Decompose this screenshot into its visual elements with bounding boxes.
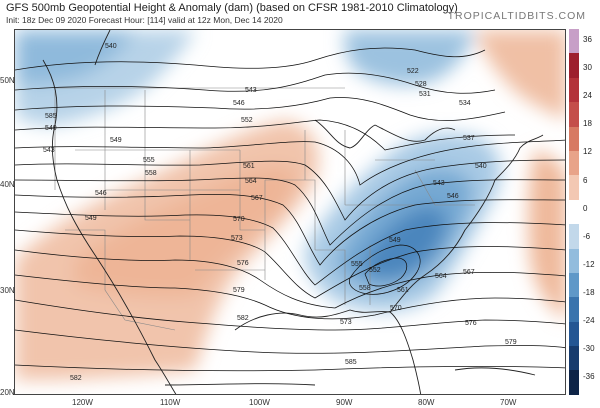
colorbar-swatch	[569, 346, 579, 371]
map-canvas: 540 543 546 549 552 555 558 561 564 567 …	[15, 30, 565, 394]
contour-label: 570	[233, 216, 245, 223]
colorbar-swatch	[569, 297, 579, 322]
colorbar-tick: 36	[583, 35, 592, 44]
colorbar-tick: 6	[583, 176, 588, 185]
colorbar-tick: 0	[583, 204, 588, 213]
lon-label-100w: 100W	[249, 398, 270, 407]
colorbar-tick: -24	[583, 316, 595, 325]
contour-label: 540	[45, 125, 57, 132]
map-panel[interactable]: 540 543 546 549 552 555 558 561 564 567 …	[14, 29, 566, 395]
colorbar-swatch	[569, 126, 579, 151]
map-subtitle: Init: 18z Dec 09 2020 Forecast Hour: [11…	[6, 15, 283, 25]
contour-label: 549	[110, 137, 122, 144]
brand-watermark: TROPICALTIDBITS.COM	[447, 10, 586, 22]
contour-label: 576	[465, 320, 477, 327]
colorbar-swatch	[569, 321, 579, 347]
contour-label: 585	[345, 359, 357, 366]
colorbar-swatch	[569, 102, 579, 127]
map-title: GFS 500mb Geopotential Height & Anomaly …	[6, 2, 458, 14]
lon-label-110w: 110W	[160, 398, 181, 407]
lon-label-120w: 120W	[72, 398, 93, 407]
contour-label: 552	[241, 117, 253, 124]
contour-label: 555	[351, 261, 363, 268]
contour-label-group: 540 543 546 549 552 555 558 561 564 567 …	[43, 43, 517, 382]
colorbar-tick: 30	[583, 63, 592, 72]
lon-label-70w: 70W	[500, 398, 517, 407]
contour-label: 573	[340, 319, 352, 326]
colorbar-tick: 12	[583, 147, 592, 156]
contour-label: 546	[95, 190, 107, 197]
contour-label: 558	[145, 170, 157, 177]
colorbar-tick: 18	[583, 119, 592, 128]
lon-label-90w: 90W	[336, 398, 353, 407]
contour-label: 528	[415, 81, 427, 88]
colorbar	[569, 29, 579, 395]
contour-label: 549	[389, 237, 401, 244]
contour-label: 567	[463, 269, 475, 276]
lat-label-50n: 50N	[0, 76, 15, 85]
contour-label: 579	[505, 339, 517, 346]
colorbar-swatch	[569, 175, 579, 200]
contour-label: 546	[233, 100, 245, 107]
contour-label: 543	[43, 147, 55, 154]
contour-label: 555	[143, 157, 155, 164]
colorbar-swatch	[569, 224, 579, 249]
lat-label-30n: 30N	[0, 286, 15, 295]
lon-label-80w: 80W	[418, 398, 435, 407]
colorbar-swatch	[569, 370, 579, 395]
contour-label: 543	[433, 180, 445, 187]
contour-label: 582	[70, 375, 82, 382]
contour-label: 546	[447, 193, 459, 200]
colorbar-tick: -6	[583, 232, 591, 241]
colorbar-swatch	[569, 29, 579, 54]
contour-label: 540	[105, 43, 117, 50]
contour-label: 558	[359, 285, 371, 292]
height-contours	[15, 47, 565, 372]
colorbar-swatch	[569, 150, 579, 176]
contour-label: 561	[397, 287, 409, 294]
contour-label: 579	[233, 287, 245, 294]
contour-label: 561	[243, 163, 255, 170]
lat-label-40n: 40N	[0, 180, 15, 189]
colorbar-tick: -18	[583, 288, 595, 297]
contour-label: 576	[237, 260, 249, 267]
colorbar-swatch	[569, 248, 579, 273]
colorbar-tick: 24	[583, 91, 592, 100]
colorbar-tick: -12	[583, 260, 595, 269]
contour-label: 531	[419, 91, 431, 98]
colorbar-swatch	[569, 53, 579, 78]
contour-label: 573	[231, 235, 243, 242]
contour-label: 540	[475, 163, 487, 170]
contour-label: 534	[459, 100, 471, 107]
contour-label: 564	[245, 178, 257, 185]
contour-label: 549	[85, 215, 97, 222]
contour-label: 543	[245, 87, 257, 94]
contour-label: 552	[369, 267, 381, 274]
colorbar-swatch	[569, 199, 579, 225]
contour-label: 585	[45, 113, 57, 120]
colorbar-tick: -36	[583, 372, 595, 381]
anomaly-shading	[15, 30, 565, 380]
contour-label: 570	[390, 305, 402, 312]
lat-label-20n: 20N	[0, 388, 15, 397]
contour-label: 564	[435, 273, 447, 280]
colorbar-swatch	[569, 77, 579, 103]
colorbar-swatch	[569, 272, 579, 298]
contour-label: 537	[463, 135, 475, 142]
colorbar-tick: -30	[583, 344, 595, 353]
political-borders	[54, 87, 475, 331]
contour-label: 522	[407, 68, 419, 75]
contour-label: 582	[237, 315, 249, 322]
contour-label: 567	[251, 195, 263, 202]
